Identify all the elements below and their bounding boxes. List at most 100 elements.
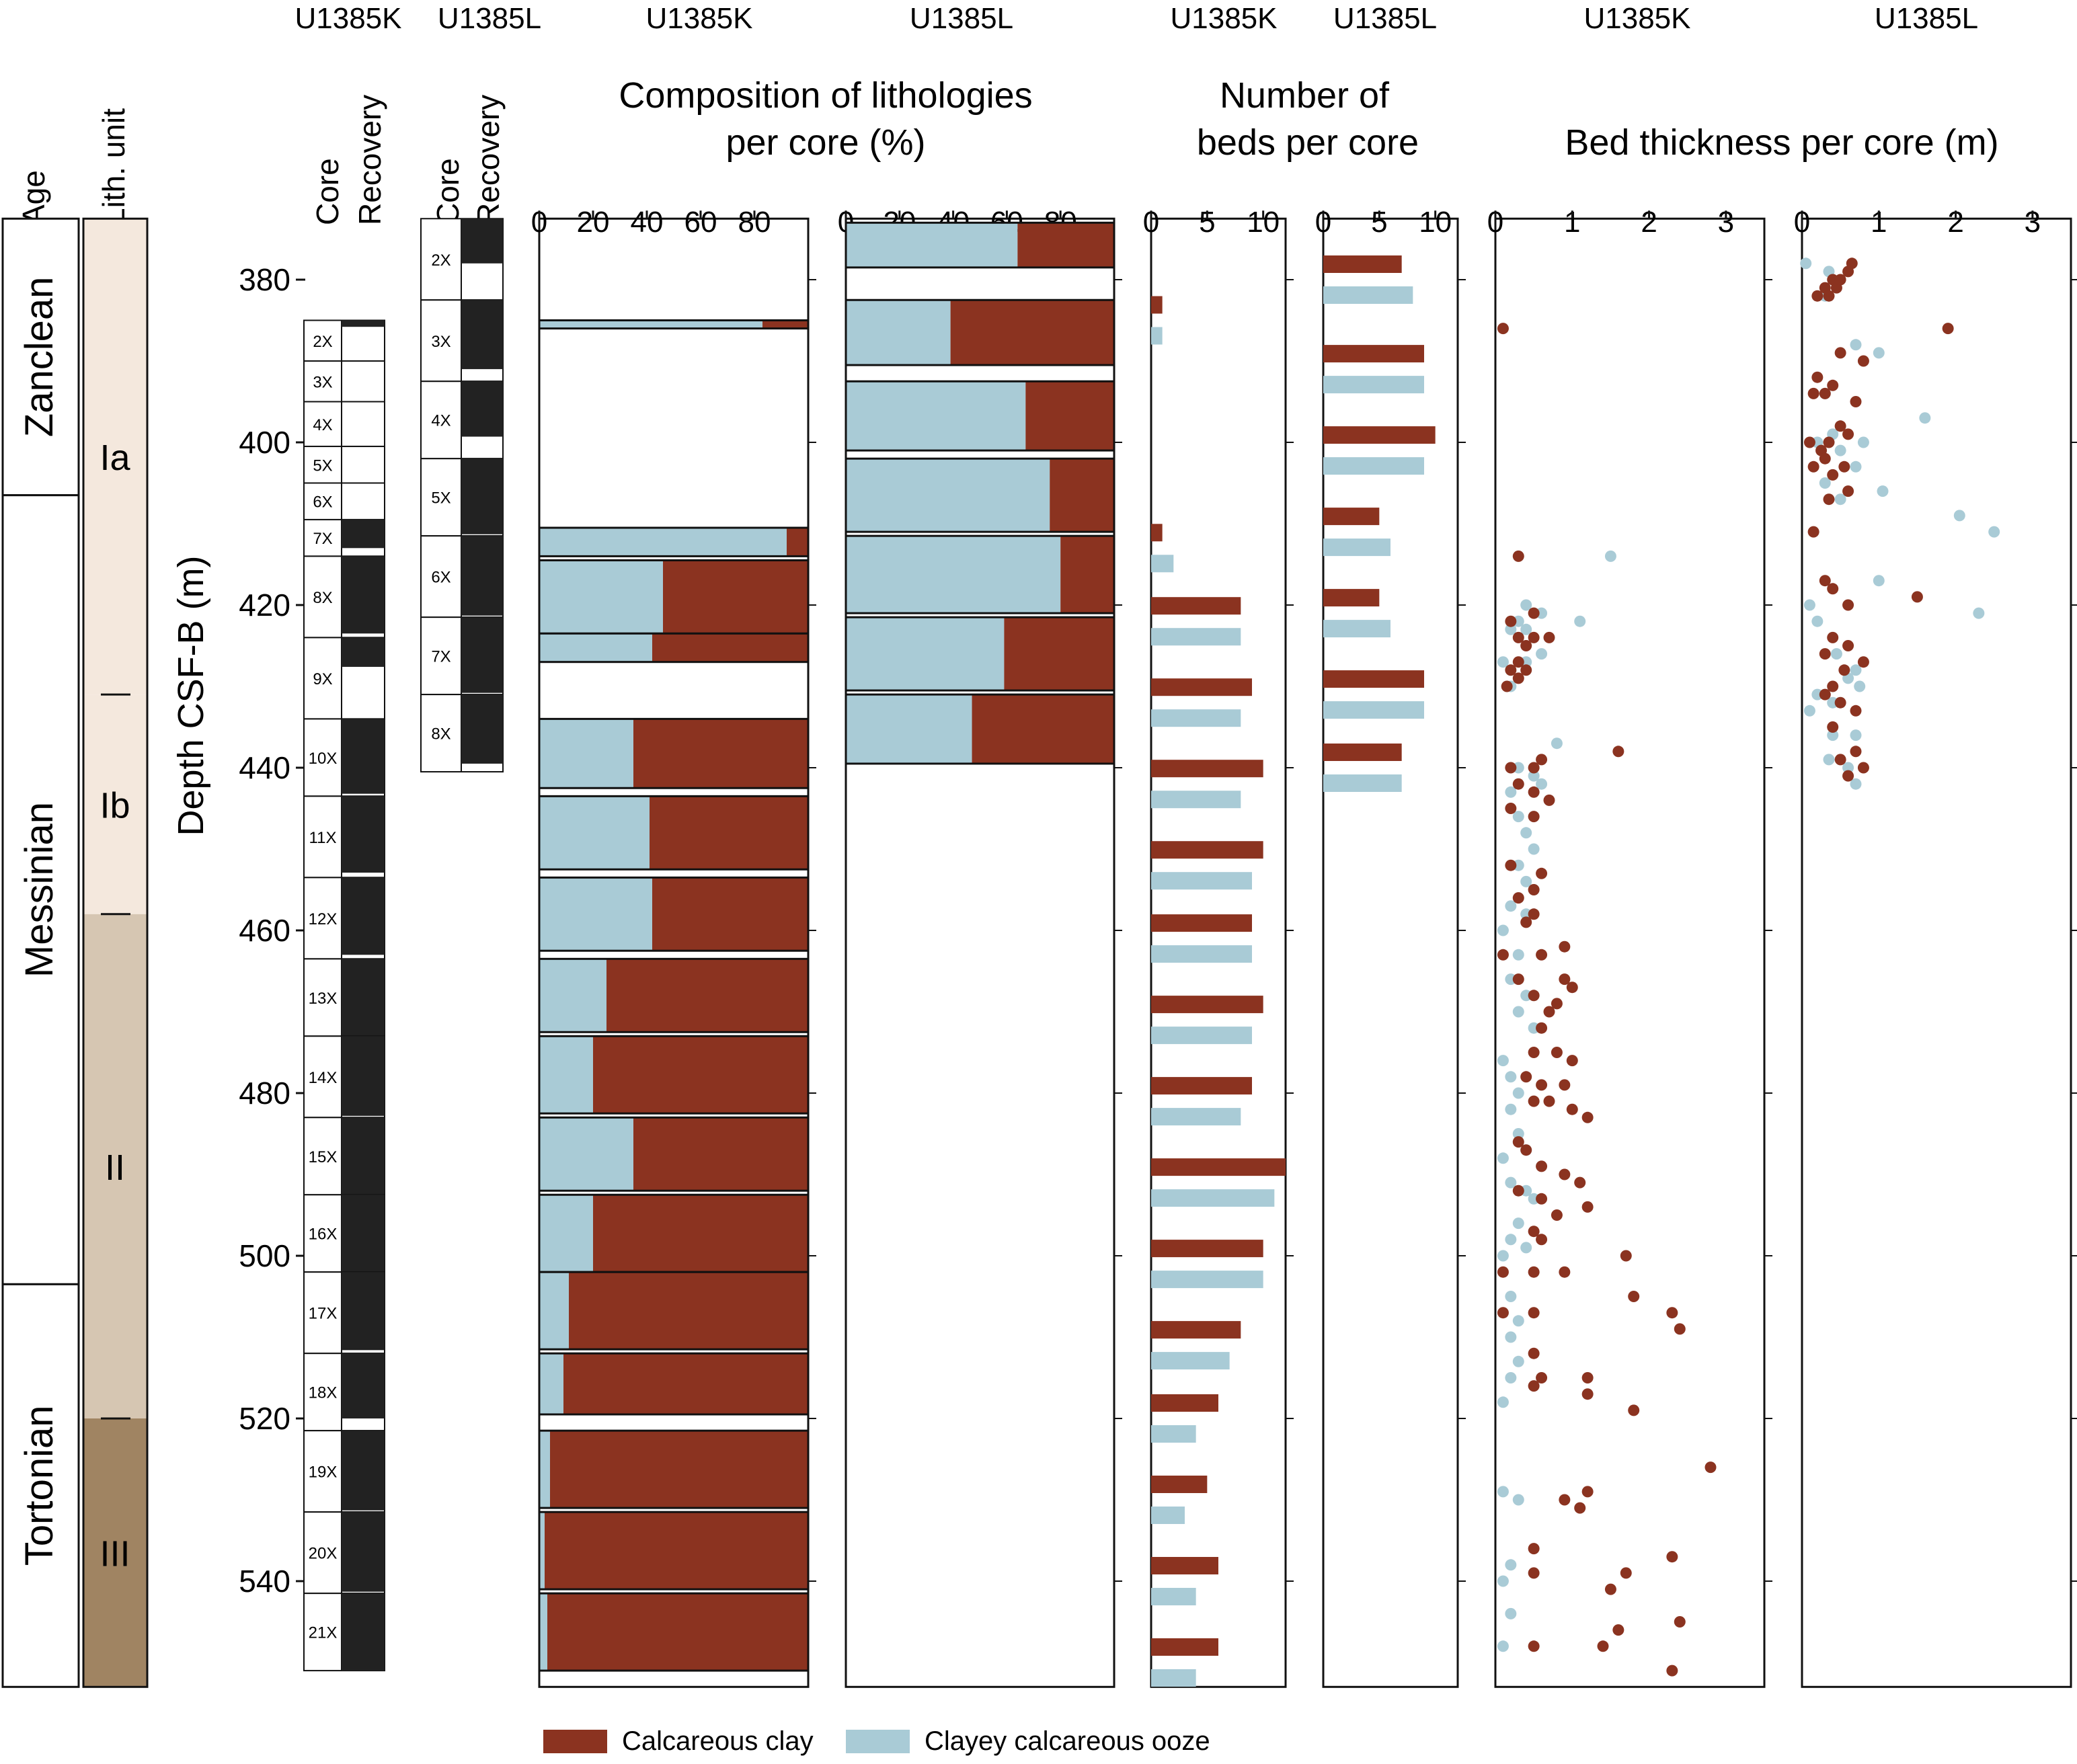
thick-ooze-point [1505, 1071, 1517, 1083]
thick-ooze-point [1604, 550, 1616, 562]
core-name: 6X [313, 493, 332, 512]
core-recovered [342, 1431, 385, 1511]
beds-ooze-bar [1151, 1588, 1196, 1605]
thick-clay-point [1811, 290, 1824, 302]
comp-ooze-bar [846, 381, 1026, 451]
age-label: Messinian [17, 802, 61, 977]
thick-clay-point [1612, 746, 1624, 758]
thick-clay-point [1528, 1095, 1540, 1107]
core-name: 5X [431, 489, 450, 508]
comp-ooze-bar [539, 560, 663, 634]
core-name: 18X [309, 1384, 338, 1402]
core-name: 14X [309, 1069, 338, 1087]
thick-ooze-point [1512, 1494, 1524, 1506]
beds-ooze-bar [1323, 376, 1424, 394]
thick-ooze-point [1854, 680, 1866, 692]
thick-clay-point [1559, 1079, 1571, 1091]
thick-clay-point [1505, 803, 1517, 814]
recovery-header-k: Recovery [352, 95, 387, 225]
comp-interval-outline [538, 1511, 810, 1591]
thick-clay-point [1628, 1404, 1640, 1416]
comp-ooze-bar [539, 877, 652, 951]
comp-ooze-bar [539, 528, 787, 557]
thick-ooze-point [1834, 444, 1846, 456]
core-recovered [342, 1195, 385, 1273]
comp-clay-bar [1050, 458, 1114, 532]
thick-ooze-point [1520, 1242, 1532, 1254]
thick-ooze-point [1827, 729, 1839, 741]
thick-clay-point [1827, 469, 1839, 481]
thick-ooze-point [1497, 1055, 1509, 1067]
core-recovered [461, 536, 503, 616]
thick-ooze-point [1877, 485, 1889, 497]
comp-ooze-bar [846, 617, 1005, 691]
comp-interval-outline [845, 693, 1115, 765]
thick-ooze-point [1873, 347, 1885, 359]
beds-title-line2: beds per core [1197, 122, 1419, 163]
comp-interval-outline [538, 717, 810, 789]
core-name: 20X [309, 1545, 338, 1563]
comp-ooze-bar [539, 1272, 569, 1350]
thick-ooze-point [1505, 1291, 1517, 1302]
thick-ooze-point [1512, 1315, 1524, 1327]
beds-ooze-bar [1323, 286, 1413, 304]
comp-clay-bar [550, 1431, 808, 1509]
thick-clay-point [1823, 436, 1835, 448]
thick-ooze-point [1988, 526, 2000, 538]
comp-clay-bar [563, 1353, 808, 1414]
core-name: 3X [431, 333, 450, 351]
core-recovered [342, 1512, 385, 1592]
thick-clay-point [1520, 664, 1532, 676]
thick-clay-point [1819, 648, 1831, 660]
comp-interval-outline [845, 221, 1115, 269]
core-recovered [461, 617, 503, 693]
core-recovered [461, 218, 503, 264]
thick-ooze-point [1497, 1486, 1509, 1498]
comp-clay-bar [633, 1117, 808, 1191]
thick-clay-point [1528, 786, 1540, 798]
thick-ooze-point [1497, 1396, 1509, 1408]
thick-clay-point [1528, 1226, 1540, 1238]
thick-frame [1494, 217, 1766, 1688]
beds-clay-bar [1151, 597, 1241, 615]
comp-interval-outline [845, 457, 1115, 533]
comp-ooze-bar [539, 633, 652, 662]
comp-clay-bar [593, 1195, 808, 1273]
beds-ooze-bar [1151, 628, 1241, 646]
beds-clay-bar [1323, 426, 1436, 444]
beds-ooze-bar [1323, 774, 1402, 792]
thick-clay-point [1620, 1567, 1632, 1579]
thick-clay-point [1842, 599, 1854, 611]
thick-clay-point [1581, 1486, 1594, 1498]
comp-clay-bar [950, 300, 1114, 366]
lith-unit-box [83, 914, 147, 1418]
thick-clay-point [1811, 371, 1824, 383]
comp-interval-outline [538, 1271, 810, 1351]
thick-clay-point [1536, 754, 1548, 766]
depth-tick-label: 540 [239, 1564, 290, 1599]
comp-ooze-bar [539, 1117, 633, 1191]
thick-ooze-point [1850, 729, 1862, 741]
thick-clay-point [1819, 452, 1831, 465]
legend-clay-label: Calcareous clay [622, 1726, 814, 1756]
beds-ooze-bar [1151, 872, 1252, 890]
core-name: 7X [431, 648, 450, 666]
thick-clay-point [1834, 754, 1846, 766]
thick-clay-point [1819, 387, 1831, 399]
comp-clay-bar [1060, 536, 1114, 614]
beds-clay-bar [1151, 1158, 1286, 1176]
thick-ooze-point [1505, 1103, 1517, 1115]
comp-clay-bar [1025, 381, 1114, 451]
thick-clay-point [1803, 436, 1815, 448]
core-recovered [342, 796, 385, 873]
beds-ooze-bar [1151, 1108, 1241, 1126]
thick-clay-point [1520, 1144, 1532, 1156]
thick-ooze-point [1497, 924, 1509, 936]
thick-ooze-point [1873, 575, 1885, 587]
comp-interval-outline [538, 1352, 810, 1416]
thick-clay-point [1528, 1543, 1540, 1555]
thick-clay-point [1543, 1095, 1555, 1107]
thick-ooze-point [1919, 412, 1931, 424]
thick-clay-point [1850, 705, 1862, 717]
thick-ooze-point [1512, 1355, 1524, 1367]
